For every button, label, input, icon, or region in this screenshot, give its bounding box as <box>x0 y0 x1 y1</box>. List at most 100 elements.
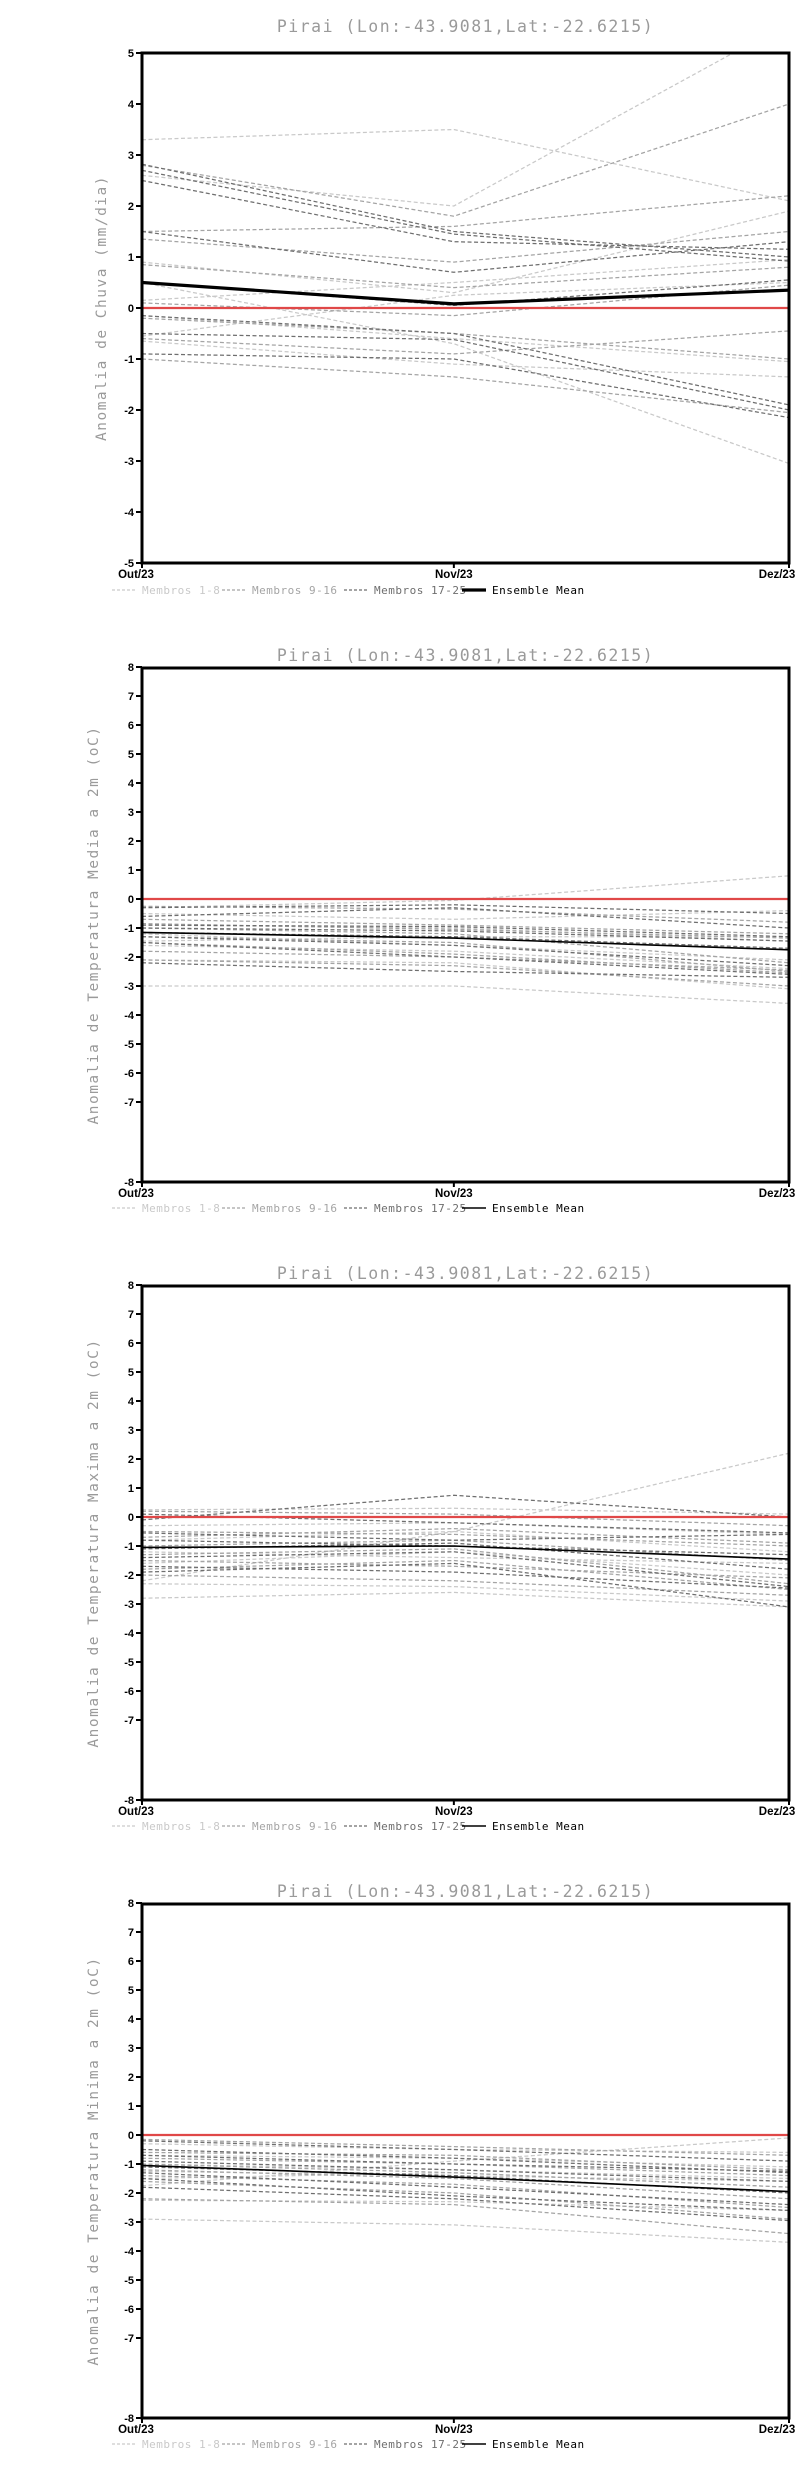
y-tick-label: -1 <box>124 1541 134 1553</box>
y-tick-label: 5 <box>128 1985 134 1997</box>
y-tick-label: -2 <box>124 1570 134 1582</box>
y-tick-label: 4 <box>128 1396 135 1408</box>
member-line-group-2 <box>142 1510 789 1527</box>
member-line-group-1 <box>142 1452 789 1582</box>
member-line-group-1 <box>142 936 789 942</box>
member-line-group-1 <box>142 2143 789 2154</box>
y-tick-label: -8 <box>124 1177 134 1189</box>
member-line-group-1 <box>142 340 789 378</box>
x-tick-label: Dez/23 <box>759 2424 795 2436</box>
y-tick-label: -3 <box>124 1599 134 1611</box>
member-line-group-3 <box>142 2166 789 2194</box>
y-tick-label: -7 <box>124 1097 134 1109</box>
series-lines <box>142 1452 789 1608</box>
member-line-group-2 <box>142 2180 789 2220</box>
member-line-group-3 <box>142 2148 789 2174</box>
y-tick-label: -6 <box>124 1686 134 1698</box>
y-tick-label: 5 <box>128 48 134 60</box>
y-tick-label: -1 <box>124 923 134 935</box>
y-tick-label: 5 <box>128 1367 134 1379</box>
chart-title: Pirai (Lon:-43.9081,Lat:-22.6215) <box>277 646 654 665</box>
x-tick-label: Nov/23 <box>435 1188 473 1200</box>
y-tick-label: 7 <box>128 1309 134 1321</box>
member-line-group-1 <box>142 281 789 337</box>
y-tick-label: -2 <box>124 405 134 417</box>
member-line-group-2 <box>142 959 789 987</box>
member-line-group-2 <box>142 2157 789 2177</box>
legend-label: Membros 17-25 <box>374 1202 467 1215</box>
member-line-group-2 <box>142 936 789 973</box>
member-line-group-2 <box>142 2169 789 2200</box>
member-line-group-2 <box>142 317 789 360</box>
member-line-group-3 <box>142 314 789 406</box>
x-tick-label: Out/23 <box>118 2424 154 2436</box>
y-tick-label: 8 <box>128 1280 134 1292</box>
y-tick-label: -6 <box>124 1068 134 1080</box>
y-tick-label: 0 <box>128 303 134 315</box>
member-line-group-1 <box>142 2172 789 2188</box>
legend-label: Membros 9-16 <box>252 2438 337 2451</box>
member-line-group-2 <box>142 2174 789 2209</box>
y-tick-label: 6 <box>128 1956 134 1968</box>
member-line-group-2 <box>142 941 789 974</box>
member-line-group-1 <box>142 1530 789 1553</box>
series-lines <box>142 53 789 465</box>
legend-label: Membros 9-16 <box>252 1202 337 1215</box>
member-line-group-2 <box>142 927 789 964</box>
member-line-group-3 <box>142 163 789 258</box>
member-line-group-2 <box>142 103 789 217</box>
y-tick-label: -3 <box>124 2217 134 2229</box>
member-line-group-1 <box>142 1522 789 1536</box>
member-line-group-2 <box>142 1527 789 1544</box>
member-line-group-1 <box>142 875 789 909</box>
y-tick-label: 3 <box>128 807 134 819</box>
legend-label: Ensemble Mean <box>492 584 585 597</box>
y-axis-label: Anomalia de Temperatura Minima a 2m (oC) <box>86 1956 102 2365</box>
member-line-group-1 <box>142 314 789 363</box>
member-line-group-1 <box>142 1551 789 1576</box>
member-line-group-3 <box>142 2186 789 2222</box>
y-tick-label: 5 <box>128 749 134 761</box>
x-tick-label: Dez/23 <box>759 569 795 581</box>
y-tick-label: -1 <box>124 2159 134 2171</box>
chart-title: Pirai (Lon:-43.9081,Lat:-22.6215) <box>277 1882 654 1901</box>
member-line-group-2 <box>142 950 789 971</box>
member-line-group-2 <box>142 330 789 355</box>
x-tick-label: Nov/23 <box>435 1806 473 1818</box>
member-line-group-3 <box>142 353 789 419</box>
y-tick-label: -8 <box>124 2413 134 2425</box>
member-line-group-3 <box>142 332 789 411</box>
member-line-group-2 <box>142 358 789 414</box>
y-tick-label: 0 <box>128 1512 134 1524</box>
legend-label: Membros 9-16 <box>252 1820 337 1833</box>
legend-label: Membros 1-8 <box>142 2438 220 2451</box>
member-line-group-3 <box>142 927 789 942</box>
member-line-group-3 <box>142 1532 789 1541</box>
member-line-group-1 <box>142 2137 789 2187</box>
legend-label: Ensemble Mean <box>492 2438 585 2451</box>
y-tick-label: -5 <box>124 1039 134 1051</box>
member-line-group-3 <box>142 2160 789 2183</box>
y-tick-label: -4 <box>124 507 135 519</box>
y-tick-label: -3 <box>124 981 134 993</box>
member-line-group-3 <box>142 1494 789 1521</box>
member-line-group-1 <box>142 2170 789 2183</box>
plot-frame <box>140 1284 791 1802</box>
chart-max-temp-anomaly: Pirai (Lon:-43.9081,Lat:-22.6215) Anomali… <box>86 1264 795 1833</box>
legend-label: Membros 9-16 <box>252 584 337 597</box>
member-line-group-2 <box>142 918 789 935</box>
y-tick-label: 0 <box>128 2130 134 2142</box>
plot-frame <box>140 666 791 1184</box>
member-line-group-2 <box>142 2138 789 2156</box>
x-tick-label: Dez/23 <box>759 1188 795 1200</box>
ensemble-mean-line <box>141 280 790 306</box>
y-tick-label: -7 <box>124 2333 134 2345</box>
y-tick-label: -8 <box>124 1795 134 1807</box>
chart-title: Pirai (Lon:-43.9081,Lat:-22.6215) <box>277 17 654 36</box>
y-tick-label: 8 <box>128 662 134 674</box>
y-tick-label: -5 <box>124 1657 134 1669</box>
member-line-group-3 <box>142 931 789 949</box>
member-line-group-1 <box>142 1551 789 1565</box>
x-tick-label: Nov/23 <box>435 2424 473 2436</box>
legend-label: Membros 1-8 <box>142 1820 220 1833</box>
